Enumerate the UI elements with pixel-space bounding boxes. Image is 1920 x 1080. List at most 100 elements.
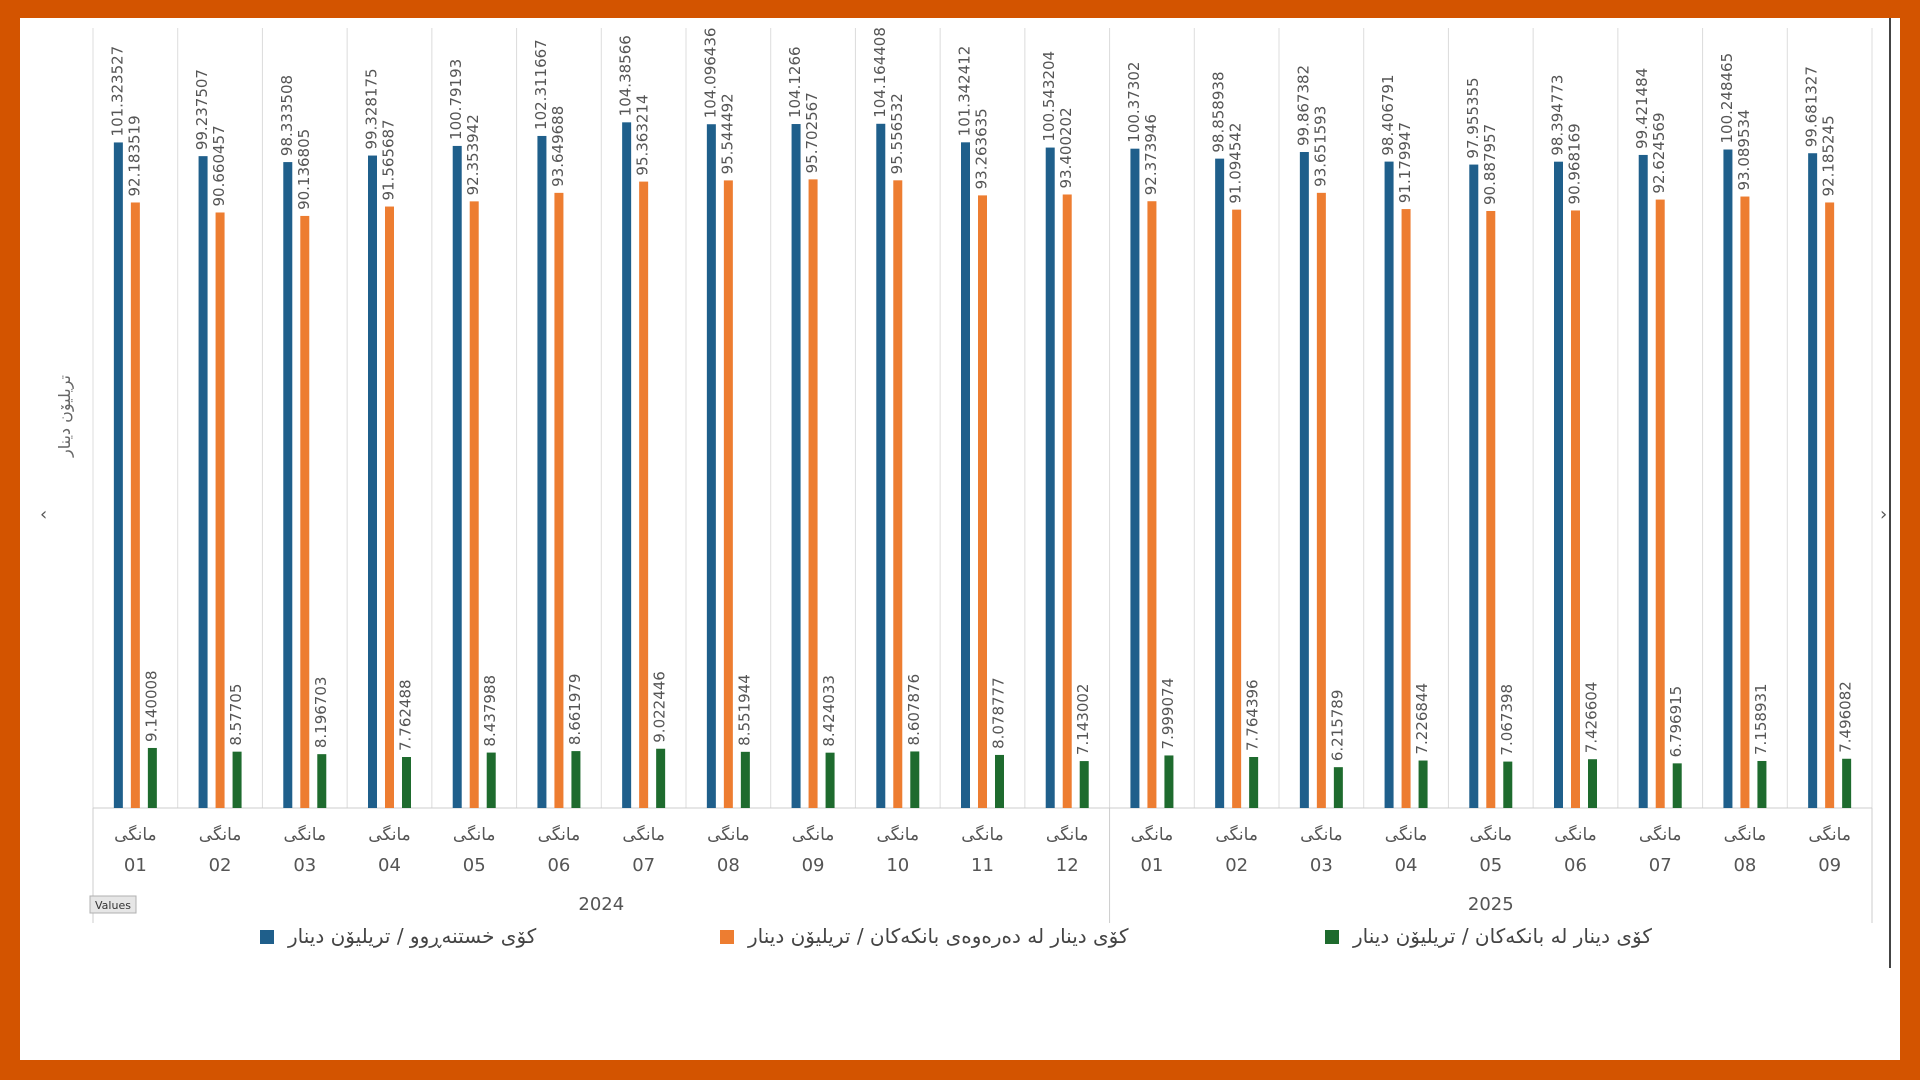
data-label-2-13: 92.373946: [1142, 114, 1160, 195]
bar-2-21: [1825, 202, 1835, 808]
month-number-label: 07: [632, 855, 655, 876]
data-label-2-7: 95.363214: [634, 94, 652, 175]
bar-1-7: [622, 122, 632, 809]
bar-3-11: [995, 754, 1004, 808]
data-label-3-18: 7.426604: [1583, 682, 1601, 754]
data-label-3-21: 7.496082: [1837, 681, 1855, 753]
data-label-1-2: 99.237507: [193, 69, 211, 150]
bar-1-1: [113, 142, 123, 809]
data-label-3-5: 8.437988: [481, 675, 499, 747]
month-word-label: مانگی: [707, 824, 750, 845]
data-label-1-9: 104.1266: [786, 46, 804, 118]
data-label-2-1: 92.183519: [125, 115, 143, 196]
data-label-3-20: 7.158931: [1752, 683, 1770, 755]
bar-3-14: [1249, 756, 1259, 808]
bar-3-4: [402, 757, 411, 808]
month-number-label: 04: [378, 855, 401, 876]
data-label-1-11: 101.342412: [956, 46, 974, 137]
month-number-label: 05: [463, 855, 486, 876]
bar-2-1: [130, 202, 140, 808]
month-word-label: مانگی: [876, 824, 919, 845]
month-word-label: مانگی: [114, 824, 157, 845]
data-label-1-19: 99.421484: [1633, 68, 1651, 149]
bar-2-8: [723, 180, 733, 809]
bar-1-3: [283, 162, 293, 809]
bars: [113, 122, 1852, 809]
data-label-3-6: 8.661979: [566, 674, 584, 746]
data-label-3-13: 7.999074: [1159, 678, 1177, 750]
bar-2-15: [1316, 192, 1326, 808]
data-label-1-5: 100.79193: [447, 59, 465, 140]
month-word-label: مانگی: [1385, 824, 1428, 845]
month-number-label: 06: [547, 855, 570, 876]
x-axis: مانگی 01 مانگی 02 مانگی 03 مانگی 04 مانگی 05 مانگی…: [92, 808, 1873, 923]
month-word-label: مانگی: [1131, 824, 1174, 845]
bar-3-5: [486, 752, 496, 808]
month-number-label: 06: [1564, 855, 1587, 876]
data-label-2-10: 95.556532: [888, 93, 906, 174]
bar-1-4: [368, 155, 377, 808]
bar-2-18: [1571, 210, 1580, 808]
bar-3-20: [1757, 760, 1767, 808]
bar-2-10: [893, 180, 903, 809]
data-label-1-21: 99.681327: [1803, 66, 1821, 147]
data-label-3-1: 9.140008: [142, 670, 160, 742]
bar-3-16: [1418, 760, 1428, 808]
bar-2-7: [639, 181, 649, 808]
data-label-3-9: 8.424033: [820, 675, 838, 747]
bar-1-15: [1299, 152, 1309, 809]
data-label-2-18: 90.968169: [1566, 123, 1584, 204]
month-word-label: مانگی: [199, 824, 242, 845]
bar-3-13: [1164, 755, 1174, 808]
data-label-2-4: 91.565687: [380, 119, 398, 200]
left-scroll-handle[interactable]: ‹: [40, 504, 47, 525]
month-number-label: 05: [1479, 855, 1502, 876]
bar-2-16: [1401, 209, 1411, 809]
data-label-2-20: 93.089534: [1735, 109, 1753, 190]
data-label-2-2: 90.660457: [210, 125, 228, 206]
bar-1-17: [1469, 164, 1479, 809]
month-word-label: مانگی: [283, 824, 326, 845]
month-word-label: مانگی: [1724, 824, 1767, 845]
month-number-label: 09: [1818, 855, 1841, 876]
data-label-2-9: 95.702567: [803, 92, 821, 173]
bar-1-8: [706, 124, 716, 808]
bar-1-18: [1554, 161, 1563, 808]
data-label-1-1: 101.323527: [108, 46, 126, 137]
data-label-2-19: 92.624569: [1650, 112, 1668, 193]
bar-2-5: [469, 201, 479, 809]
data-label-2-14: 91.094542: [1227, 123, 1245, 204]
values-field-label: Values: [95, 899, 131, 912]
bar-3-3: [317, 754, 327, 808]
data-label-2-6: 93.649688: [549, 106, 567, 187]
data-label-2-11: 93.263635: [973, 108, 991, 189]
year-label: 2025: [1468, 894, 1514, 915]
data-label-1-6: 102.311667: [532, 39, 550, 130]
bar-2-9: [808, 179, 818, 809]
month-number-label: 03: [1310, 855, 1333, 876]
data-label-3-4: 7.762488: [397, 679, 415, 751]
bar-3-15: [1333, 767, 1343, 808]
month-word-label: مانگی: [792, 824, 835, 845]
data-label-3-15: 6.215789: [1328, 690, 1346, 762]
data-label-2-17: 90.887957: [1481, 124, 1499, 205]
month-number-label: 07: [1649, 855, 1672, 876]
svg-text:‹: ‹: [40, 504, 47, 525]
month-number-label: 09: [802, 855, 825, 876]
values-field-button[interactable]: Values: [89, 895, 137, 914]
data-label-3-19: 6.796915: [1667, 686, 1685, 758]
right-scroll-handle[interactable]: ›: [1880, 504, 1887, 525]
bar-1-9: [791, 124, 801, 809]
month-word-label: مانگی: [368, 824, 411, 845]
month-word-label: مانگی: [538, 824, 581, 845]
month-number-label: 08: [1733, 855, 1756, 876]
bar-2-12: [1062, 194, 1072, 808]
bar-chart: 101.323527 99.237507 98.333508 99.328175 100…: [40, 18, 1891, 968]
bar-3-10: [910, 751, 920, 808]
data-labels: 101.323527 99.237507 98.333508 99.328175 100…: [108, 27, 1854, 761]
data-label-3-3: 8.196703: [312, 677, 330, 749]
month-word-label: مانگی: [1469, 824, 1512, 845]
month-word-label: مانگی: [961, 824, 1004, 845]
bar-1-5: [452, 145, 462, 808]
data-label-1-17: 97.955355: [1464, 77, 1482, 158]
